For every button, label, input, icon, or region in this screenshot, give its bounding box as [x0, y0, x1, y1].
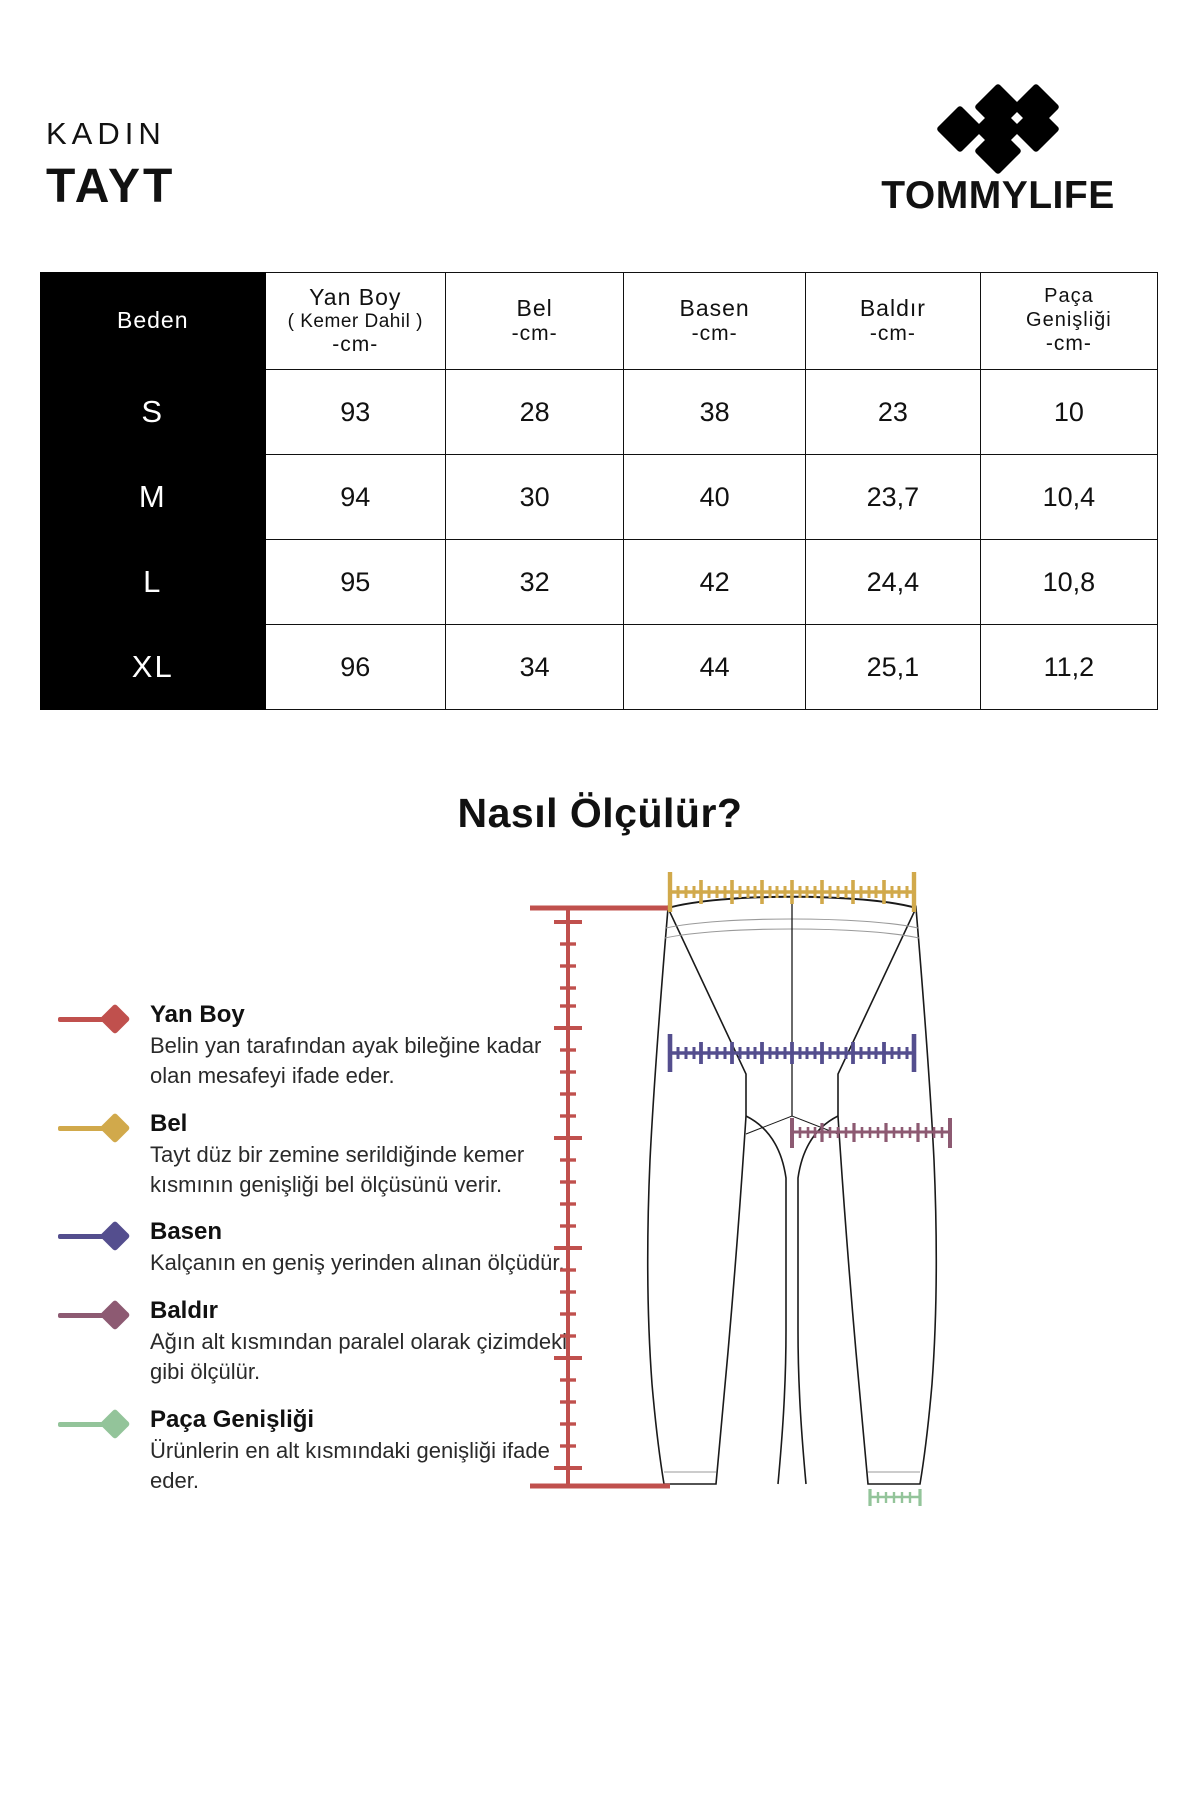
cell-basen: 40: [623, 454, 806, 540]
table-header: Beden Yan Boy ( Kemer Dahil ) -cm- Bel -…: [40, 272, 1159, 370]
table-row: XL 96 34 44 25,1 11,2: [40, 624, 1159, 710]
legend-description: Ağın alt kısmından paralel olarak çizimd…: [150, 1328, 567, 1385]
size-chart-table: Beden Yan Boy ( Kemer Dahil ) -cm- Bel -…: [40, 272, 1159, 710]
cell-size: M: [40, 454, 266, 540]
table-row: M 94 30 40 23,7 10,4: [40, 454, 1159, 540]
bel-measure-line: [667, 872, 917, 912]
table-row: S 93 28 38 23 10: [40, 369, 1159, 455]
legend-description: Ürünlerin en alt kısmındaki genişliği if…: [150, 1437, 550, 1493]
column-header-bel: Bel -cm-: [445, 272, 625, 370]
column-header-beden: Beden: [40, 272, 266, 370]
column-header-yan-boy: Yan Boy ( Kemer Dahil ) -cm-: [264, 272, 447, 370]
title-block: KADIN TAYT: [46, 118, 175, 214]
column-header-paca-genisligi: Paça Genişliği -cm-: [979, 272, 1159, 370]
column-header-basen: Basen -cm-: [623, 272, 806, 370]
tommylife-diamond-logo-icon: [903, 82, 1093, 176]
cell-bel: 30: [445, 454, 625, 540]
diamond-marker-icon: [58, 1407, 142, 1440]
column-header-baldir: Baldır -cm-: [804, 272, 981, 370]
legend-label: Baldır: [150, 1296, 219, 1324]
table-body: S 93 28 38 23 10 M 94 30 40 23,7 10,4 L …: [40, 369, 1159, 710]
legend-label: Yan Boy: [150, 1001, 245, 1028]
baldir-measure-line: [790, 1118, 952, 1148]
cell-yan-boy: 96: [264, 624, 447, 710]
legend-item-bel: Bel Tayt düz bir zemine serildiğinde kem…: [58, 1109, 578, 1201]
cell-paca: 10,8: [979, 539, 1159, 625]
cell-yan-boy: 94: [264, 454, 447, 540]
cell-bel: 28: [445, 369, 625, 455]
cell-baldir: 23: [804, 369, 981, 455]
page-title: TAYT: [46, 160, 176, 213]
brand-wordmark: TOMMYLIFE: [881, 174, 1115, 217]
cell-baldir: 24,4: [804, 539, 981, 625]
legend-item-basen: Basen Kalçanın en geniş yerinden alınan …: [58, 1217, 578, 1278]
diamond-marker-icon: [58, 1112, 142, 1144]
legend-label: Paça Genişliği: [150, 1405, 315, 1433]
cell-size: XL: [40, 624, 266, 710]
cell-paca: 10: [979, 369, 1159, 455]
cell-size: S: [40, 369, 266, 455]
cell-paca: 10,4: [979, 454, 1159, 540]
leggings-technical-drawing: [647, 895, 937, 1485]
cell-basen: 38: [623, 369, 806, 455]
legend-description: Kalçanın en geniş yerinden alınan ölçüdü…: [150, 1250, 565, 1276]
legend-item-paca-genisligi: Paça Genişliği Ürünlerin en alt kısmında…: [58, 1405, 578, 1497]
legend-label: Basen: [150, 1218, 223, 1246]
leggings-diagram: [520, 860, 1180, 1520]
table-row: L 95 32 42 24,4 10,8: [40, 539, 1159, 625]
cell-basen: 44: [623, 624, 806, 710]
legend-item-baldir: Baldır Ağın alt kısmından paralel olarak…: [58, 1296, 578, 1388]
cell-baldir: 23,7: [804, 454, 981, 540]
legend-label: Bel: [150, 1109, 188, 1137]
cell-paca: 11,2: [979, 624, 1159, 710]
cell-basen: 42: [623, 539, 806, 625]
cell-bel: 32: [445, 539, 625, 625]
brand-logo: TOMMYLIFE: [848, 82, 1148, 217]
diamond-marker-icon: [58, 1220, 142, 1252]
paca-measure-line: [868, 1489, 922, 1506]
measurement-legend: Yan Boy Belin yan tarafından ayak bileği…: [58, 1000, 578, 1513]
yan-boy-measure-line: [530, 905, 670, 1489]
how-to-measure-title: Nasıl Ölçülür?: [457, 790, 743, 836]
cell-size: L: [40, 539, 266, 625]
cell-baldir: 25,1: [804, 624, 981, 710]
diamond-marker-icon: [58, 1299, 142, 1331]
cell-yan-boy: 95: [264, 539, 447, 625]
cell-yan-boy: 93: [264, 369, 447, 455]
diamond-marker-icon: [58, 1003, 142, 1035]
basen-measure-line: [667, 1034, 917, 1072]
cell-bel: 34: [445, 624, 625, 710]
table-header-row: Beden Yan Boy ( Kemer Dahil ) -cm- Bel -…: [40, 272, 1159, 370]
page-kicker: KADIN: [46, 116, 166, 151]
legend-description: Belin yan tarafından ayak bileğine kadar…: [150, 1033, 542, 1089]
page-header: KADIN TAYT TOMMYLIFE: [0, 0, 1200, 250]
legend-item-yan-boy: Yan Boy Belin yan tarafından ayak bileği…: [58, 1000, 578, 1092]
legend-description: Tayt düz bir zemine serildiğinde kemer k…: [150, 1141, 525, 1198]
